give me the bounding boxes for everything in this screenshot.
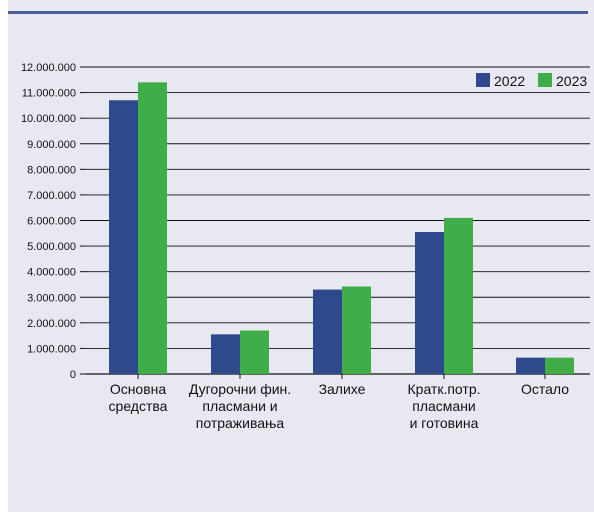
- ytick-label: 0: [70, 369, 76, 381]
- xtick-label: Кратк.потр. пласмани и готовина: [408, 381, 481, 431]
- ytick-label: 4.000.000: [27, 267, 76, 279]
- bar: [109, 100, 138, 374]
- legend-swatch: [476, 73, 490, 87]
- bar: [240, 330, 269, 374]
- xtick-label: Залихе: [319, 381, 366, 397]
- bar: [545, 357, 574, 374]
- ytick-label: 11.000.000: [22, 88, 76, 100]
- chart-panel: [8, 0, 594, 512]
- xtick-label: Основна средства: [109, 381, 168, 414]
- xtick-label: Остало: [521, 381, 569, 397]
- bar: [516, 357, 545, 374]
- ytick-label: 12.000.000: [21, 62, 76, 74]
- ytick-label: 7.000.000: [27, 190, 76, 202]
- legend-label: 2023: [556, 73, 587, 89]
- bar: [342, 286, 371, 374]
- ytick-label: 8.000.000: [27, 164, 76, 176]
- bar: [415, 232, 444, 374]
- ytick-label: 5.000.000: [27, 241, 76, 253]
- ytick-label: 10.000.000: [21, 113, 76, 125]
- ytick-label: 1.000.000: [27, 343, 76, 355]
- legend-swatch: [538, 73, 552, 87]
- bar: [313, 289, 342, 374]
- ytick-label: 3.000.000: [27, 292, 76, 304]
- xtick-label: Дугорочни фин. пласмани и потраживања: [189, 381, 291, 431]
- ytick-label: 6.000.000: [27, 216, 76, 228]
- ytick-label: 9.000.000: [27, 139, 76, 151]
- legend-label: 2022: [494, 73, 525, 89]
- bar: [138, 82, 167, 374]
- top-border-line: [8, 11, 588, 14]
- bar: [444, 217, 473, 374]
- ytick-label: 2.000.000: [27, 318, 76, 330]
- bar: [211, 334, 240, 374]
